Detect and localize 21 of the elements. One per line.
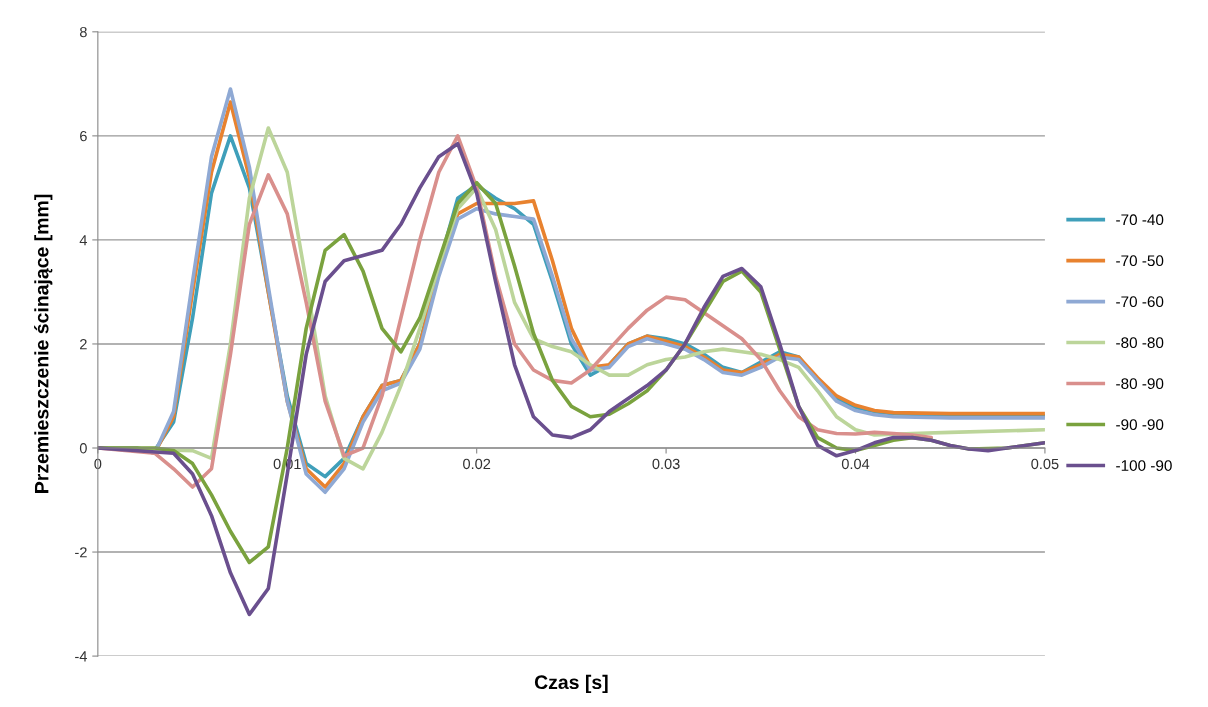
x-tick-label: 0.05 [1031,458,1059,470]
legend-label: -80 -90 [1116,378,1164,390]
y-tick-label: -2 [75,547,87,558]
y-axis-title: Przemieszczenie ścinające [mm] [34,194,53,493]
legend-label: -70 -60 [1116,296,1164,308]
y-tick-label: 8 [79,26,87,38]
x-tick-label: 0.03 [652,458,680,470]
legend-label: -90 -90 [1116,419,1164,431]
legend-label: -70 -40 [1116,214,1164,226]
y-tick-label: 6 [80,130,87,142]
x-tick-label: 0.04 [841,458,870,470]
y-tick-label: -4 [75,651,88,662]
legend-label: -80 -80 [1116,337,1164,349]
legend-label: -70 -50 [1116,255,1164,267]
legend-label: -100 -90 [1116,460,1172,471]
y-tick-label: 0 [79,443,87,454]
x-tick-label: 0.02 [463,458,491,470]
y-tick-label: 2 [80,339,87,350]
x-axis-title: Czas [s] [534,674,608,693]
x-tick-label: 0 [94,458,102,470]
y-tick-label: 4 [79,235,88,246]
